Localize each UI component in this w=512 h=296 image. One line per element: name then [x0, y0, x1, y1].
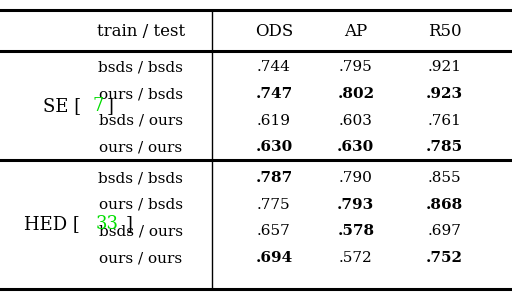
Text: .790: .790	[339, 171, 373, 185]
Text: .868: .868	[426, 198, 463, 212]
Text: R50: R50	[428, 22, 461, 40]
Text: .603: .603	[339, 114, 373, 128]
Text: .921: .921	[428, 60, 461, 75]
Text: 33: 33	[96, 215, 119, 233]
Text: .761: .761	[428, 114, 461, 128]
Text: HED [: HED [	[24, 215, 80, 233]
Text: SE [: SE [	[43, 97, 81, 115]
Text: .923: .923	[426, 87, 463, 101]
Text: .752: .752	[426, 251, 463, 265]
Text: ODS: ODS	[255, 22, 293, 40]
Text: ]: ]	[107, 97, 114, 115]
Text: .802: .802	[337, 87, 374, 101]
Text: bsds / ours: bsds / ours	[99, 224, 183, 239]
Text: AP: AP	[344, 22, 368, 40]
Text: .747: .747	[255, 87, 292, 101]
Text: .578: .578	[337, 224, 374, 239]
Text: .855: .855	[428, 171, 461, 185]
Text: .793: .793	[337, 198, 374, 212]
Text: .630: .630	[255, 140, 292, 155]
Text: bsds / bsds: bsds / bsds	[98, 171, 183, 185]
Text: 7: 7	[92, 97, 103, 115]
Text: train / test: train / test	[97, 22, 185, 40]
Text: .787: .787	[255, 171, 292, 185]
Text: .694: .694	[255, 251, 292, 265]
Text: .744: .744	[257, 60, 291, 75]
Text: .572: .572	[339, 251, 373, 265]
Text: .630: .630	[337, 140, 374, 155]
Text: .795: .795	[339, 60, 373, 75]
Text: .697: .697	[428, 224, 461, 239]
Text: .657: .657	[257, 224, 291, 239]
Text: ours / ours: ours / ours	[99, 140, 182, 155]
Text: .785: .785	[426, 140, 463, 155]
Text: bsds / bsds: bsds / bsds	[98, 60, 183, 75]
Text: .775: .775	[257, 198, 291, 212]
Text: ours / bsds: ours / bsds	[99, 87, 183, 101]
Text: ours / ours: ours / ours	[99, 251, 182, 265]
Text: ours / bsds: ours / bsds	[99, 198, 183, 212]
Text: .619: .619	[257, 114, 291, 128]
Text: bsds / ours: bsds / ours	[99, 114, 183, 128]
Text: ]: ]	[126, 215, 133, 233]
